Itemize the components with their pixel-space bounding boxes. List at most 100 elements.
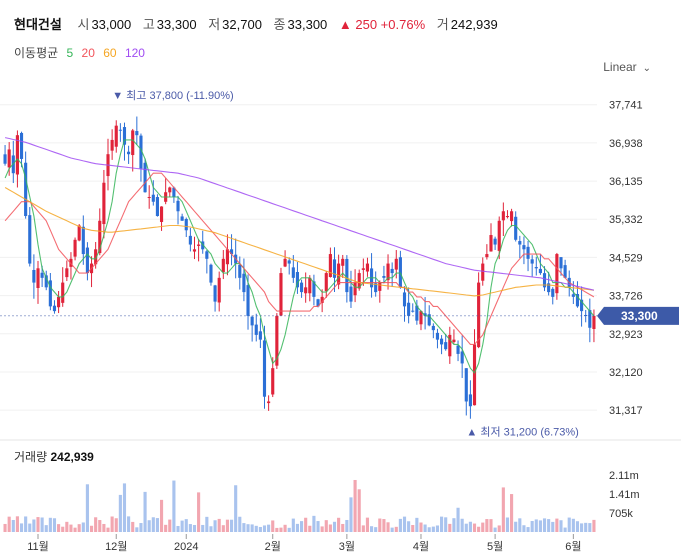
chevron-down-icon: ⌄ (642, 63, 651, 74)
max-annotation: ▼ 최고 37,800 (-11.90%) (112, 89, 233, 102)
candle-body (551, 288, 555, 297)
candle-body (213, 285, 217, 302)
ma-line-60 (4, 187, 594, 297)
price-tick-label: 36,938 (609, 138, 643, 150)
candle-body (497, 220, 501, 251)
volume-bar (584, 522, 588, 532)
volume-bar (390, 527, 394, 532)
volume-bar (172, 480, 176, 532)
volume-bar (139, 523, 143, 532)
candle-body (456, 345, 460, 354)
volume-bar (234, 485, 238, 532)
ma-legend-60[interactable]: 60 (103, 46, 117, 60)
volume-bar (118, 494, 122, 532)
volume-title: 거래량 242,939 (14, 448, 94, 465)
volume-bar (448, 523, 452, 532)
candle-body (518, 241, 522, 245)
volume-bar (382, 519, 386, 532)
volume-bar (209, 526, 213, 532)
candle-body (168, 187, 172, 193)
candle-body (159, 206, 164, 222)
volume-bar (320, 526, 324, 532)
candle-body (250, 316, 254, 326)
volume-bar (299, 521, 304, 532)
candle-body (118, 129, 122, 131)
candle-body (580, 299, 584, 312)
scale-dropdown[interactable]: Linear ⌄ (603, 60, 651, 74)
price-tick-label: 36,135 (609, 176, 643, 188)
candle-body (85, 247, 89, 274)
candle-body (316, 299, 320, 307)
candle-body (19, 132, 24, 159)
candle-body (143, 162, 147, 193)
price-tick-label: 32,120 (609, 367, 643, 379)
volume-bar (464, 523, 468, 532)
ma-legend-5[interactable]: 5 (66, 46, 74, 60)
candle-body (328, 254, 332, 278)
candle-body (390, 268, 394, 274)
ma-legend-120[interactable]: 120 (124, 46, 145, 60)
volume-bar (15, 516, 19, 532)
candle-body (77, 225, 81, 241)
candle-body (180, 216, 184, 221)
candle-body (188, 235, 192, 245)
volume-bar (28, 523, 32, 532)
candle-body (48, 280, 52, 307)
min-annotation: ▲ 최저 31,200 (6.73%) (466, 426, 578, 439)
candle-body (40, 272, 44, 278)
volume-bar (398, 518, 402, 532)
volume-bar (349, 497, 353, 532)
candle-body (419, 311, 423, 325)
annotations: ▼ 최고 37,800 (-11.90%) ▲ 최저 31,200 (6.73%) (0, 89, 681, 441)
volume-bar (460, 518, 464, 532)
candle-body (275, 315, 279, 366)
candle-body (468, 394, 472, 407)
volume-bar (295, 523, 300, 532)
candle-body (431, 325, 435, 331)
volume-bar (551, 521, 555, 532)
volume-bar (324, 520, 328, 532)
volume-bar (48, 517, 52, 532)
volume-bar (374, 527, 378, 532)
volume-bar (242, 523, 246, 532)
ma-legend-20[interactable]: 20 (81, 46, 95, 60)
price-tick-label: 34,529 (609, 252, 643, 264)
volume-value: 242,939 (450, 17, 498, 32)
volume-bar (122, 483, 127, 532)
volume-bar (69, 524, 73, 532)
change-value: ▲ 250 +0.76% (338, 17, 426, 32)
volume-bar (485, 519, 489, 532)
volume-bar (262, 525, 267, 532)
volume-bar (65, 521, 69, 532)
volume-bar (94, 517, 98, 532)
candle-body (102, 182, 106, 225)
candle-body (110, 139, 114, 151)
candle-body (357, 273, 361, 289)
candle-body (3, 154, 7, 164)
candle-body (221, 258, 225, 273)
candle-body (192, 249, 197, 252)
volume-bar (89, 525, 94, 532)
candle-body (197, 244, 201, 246)
volume-bar (423, 524, 427, 532)
date-tick-label: 5월 (487, 540, 503, 553)
volume-bar (217, 518, 221, 532)
candle-body (229, 249, 234, 255)
volume-bar (308, 525, 312, 532)
stock-header: 현대건설 시 33,000 고 33,300 저 32,700 종 33,300 ▲ 2… (14, 14, 506, 33)
volume-bar (542, 518, 547, 532)
candle-body (258, 331, 262, 340)
candle-body (267, 401, 271, 404)
volume-bar (197, 492, 201, 532)
candle-body (555, 254, 559, 294)
candle-body (444, 342, 448, 350)
volume-bar (180, 520, 184, 532)
volume-bar (547, 519, 551, 532)
candle-body (423, 313, 427, 316)
volume-bar (378, 518, 382, 532)
volume-bar (518, 518, 522, 532)
volume-bar (407, 521, 411, 532)
candle-body (295, 272, 300, 288)
candle-body (588, 310, 592, 328)
